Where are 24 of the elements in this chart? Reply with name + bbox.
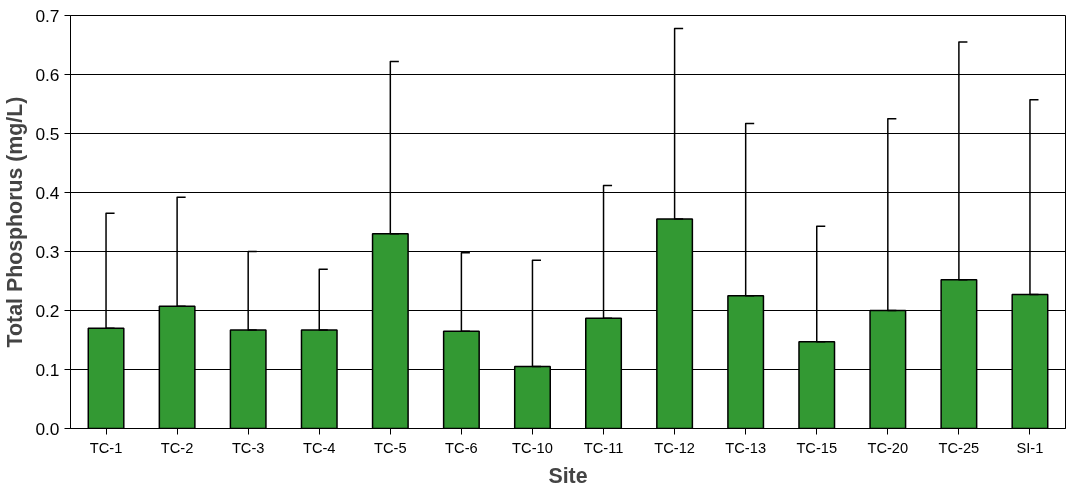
- y-tick-label: 0.3: [35, 241, 60, 262]
- x-tick-label: TC-15: [796, 439, 838, 456]
- x-tick-label: SI-1: [1016, 439, 1044, 456]
- y-axis-title: Total Phosphorus (mg/L): [3, 96, 28, 348]
- y-tick-label: 0.1: [35, 359, 60, 380]
- y-tick-label: 0.2: [35, 300, 60, 321]
- x-tick-label: TC-3: [231, 439, 265, 456]
- x-tick-label: TC-25: [938, 439, 980, 456]
- x-tick-label: TC-20: [867, 439, 909, 456]
- x-tick-label: TC-6: [445, 439, 478, 456]
- y-tick-label: 0.6: [35, 64, 60, 85]
- y-tick-label: 0.5: [35, 123, 60, 144]
- x-tick-label: TC-1: [89, 439, 123, 456]
- x-tick-label: TC-10: [512, 439, 553, 456]
- x-tick-label: TC-11: [583, 439, 624, 456]
- x-tick-label: TC-4: [302, 439, 336, 456]
- x-axis-title: Site: [548, 463, 588, 488]
- x-tick-label: TC-13: [725, 439, 767, 456]
- y-tick-label: 0.4: [35, 182, 60, 203]
- y-tick-label: 0.0: [35, 418, 60, 439]
- y-tick-label: 0.7: [35, 5, 60, 26]
- x-tick-label: TC-2: [160, 439, 194, 456]
- x-tick-label: TC-12: [654, 439, 695, 456]
- x-tick-label: TC-5: [374, 439, 407, 456]
